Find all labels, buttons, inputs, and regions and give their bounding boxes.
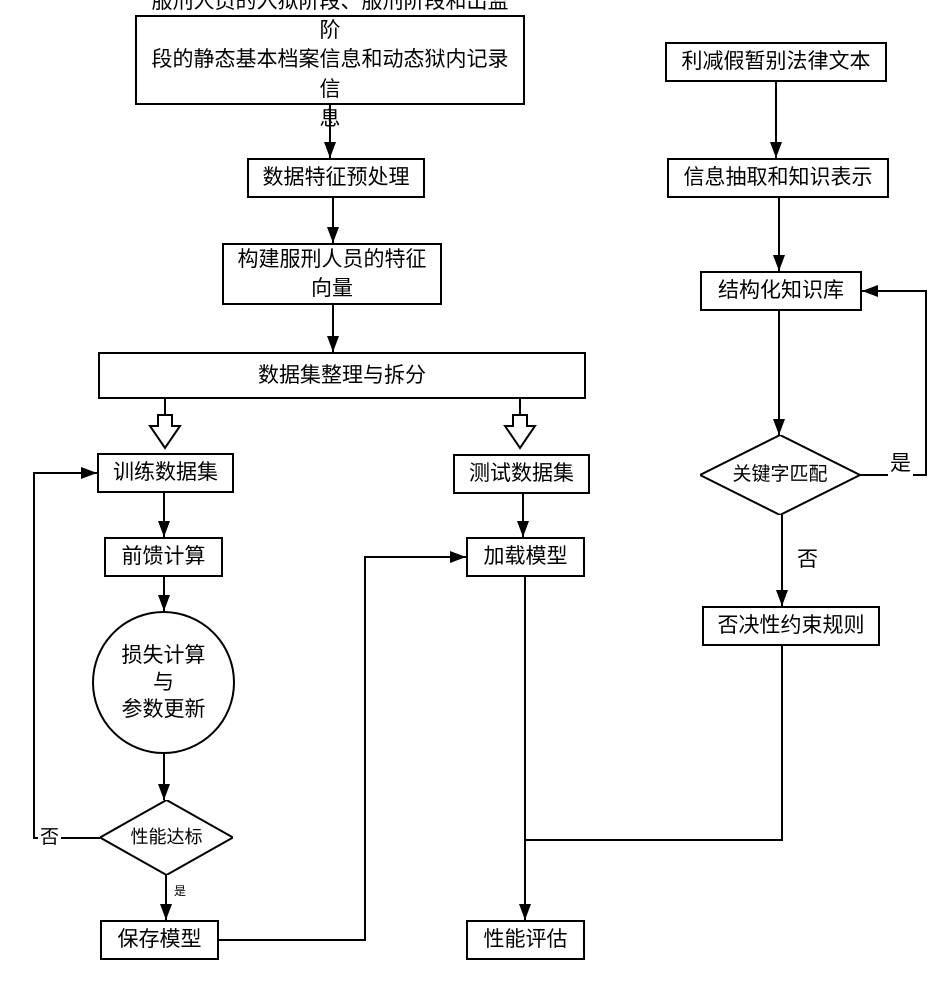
node-feature-vector: 构建服刑人员的特征向量 xyxy=(222,243,442,305)
node-load-model: 加载模型 xyxy=(466,537,585,577)
node-evaluation: 性能评估 xyxy=(466,920,585,960)
edge-label-no-down: 否 xyxy=(795,543,820,573)
edge-label-yes-down: 是 xyxy=(172,882,188,899)
node-save-model: 保存模型 xyxy=(100,920,219,960)
node-knowledge-base: 结构化知识库 xyxy=(700,271,862,311)
node-input-data: 服刑人员的入狱阶段、服刑阶段和出监阶段的静态基本档案信息和动态狱内记录信息 xyxy=(135,15,525,105)
node-label: 加载模型 xyxy=(484,542,568,571)
node-performance-check: 性能达标 xyxy=(100,800,233,875)
edge-label-no-left: 否 xyxy=(38,822,61,849)
node-label: 关键字匹配 xyxy=(732,464,827,487)
node-label: 结构化知识库 xyxy=(718,276,844,305)
node-keyword-match: 关键字匹配 xyxy=(700,435,860,515)
edge-label-yes-right: 是 xyxy=(888,447,913,477)
node-label: 性能达标 xyxy=(131,827,203,849)
node-label: 前馈计算 xyxy=(122,542,206,571)
node-label: 利减假暂别法律文本 xyxy=(682,47,871,76)
node-label: 测试数据集 xyxy=(469,459,574,488)
node-label: 数据特征预处理 xyxy=(263,163,410,192)
node-label: 服刑人员的入狱阶段、服刑阶段和出监阶段的静态基本档案信息和动态狱内记录信息 xyxy=(145,0,515,133)
node-label: 数据集整理与拆分 xyxy=(258,361,426,390)
node-label: 保存模型 xyxy=(118,925,202,954)
node-label: 损失计算与参数更新 xyxy=(122,642,206,724)
node-dataset-split: 数据集整理与拆分 xyxy=(98,352,586,399)
node-train-set: 训练数据集 xyxy=(97,453,234,493)
node-label: 否决性约束规则 xyxy=(718,611,865,640)
node-label: 性能评估 xyxy=(484,925,568,954)
node-preprocess: 数据特征预处理 xyxy=(247,158,425,198)
node-veto-rules: 否决性约束规则 xyxy=(702,606,880,646)
node-label: 构建服刑人员的特征向量 xyxy=(238,245,427,304)
node-label: 信息抽取和知识表示 xyxy=(684,163,873,192)
node-legal-text: 利减假暂别法律文本 xyxy=(665,42,887,82)
node-forward-pass: 前馈计算 xyxy=(104,537,223,577)
node-test-set: 测试数据集 xyxy=(453,454,590,494)
node-loss-update: 损失计算与参数更新 xyxy=(92,611,235,754)
node-label: 训练数据集 xyxy=(113,458,218,487)
node-extraction: 信息抽取和知识表示 xyxy=(667,158,889,198)
